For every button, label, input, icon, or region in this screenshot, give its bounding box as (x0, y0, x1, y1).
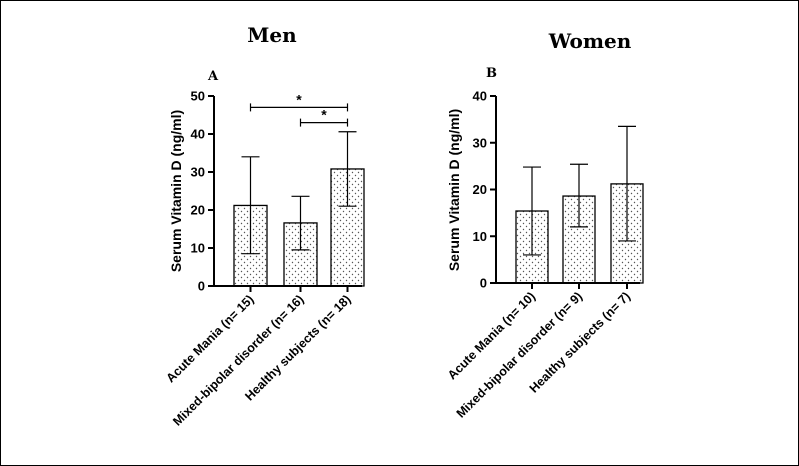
chart-b-ytick-label: 40 (473, 89, 487, 104)
chart-a-title: Men (247, 23, 297, 47)
chart-b-title: Women (548, 29, 632, 53)
chart-a-ytick-label: 50 (191, 89, 205, 104)
chart-b-category-label: Acute Mania (n= 10) (445, 289, 538, 382)
chart-b-panel-label: B (486, 66, 497, 81)
chart-b-ytick-label: 30 (473, 135, 487, 150)
chart-a-significance-star: * (296, 91, 302, 107)
chart-a-category-label: Acute Mania (n= 15) (163, 292, 256, 385)
chart-a-ytick-label: 20 (191, 203, 205, 218)
chart-a-ytick-label: 10 (191, 241, 205, 256)
chart-b-ytick-label: 20 (473, 182, 487, 197)
chart-b-category-label: Healthy subjects (n= 7) (527, 289, 633, 395)
chart-a-ytick-label: 30 (191, 165, 205, 180)
chart-a-significance-star: * (321, 107, 327, 123)
chart-a-ylabel: Serum Vitamin D (ng/ml) (168, 110, 184, 272)
chart-a-ytick-label: 40 (191, 127, 205, 142)
chart-a-ytick-label: 0 (198, 279, 205, 294)
chart-b-ytick-label: 0 (480, 276, 487, 291)
chart-b-ytick-label: 10 (473, 229, 487, 244)
chart-b-ylabel: Serum Vitamin D (ng/ml) (446, 109, 462, 271)
chart-a-panel-label: A (207, 69, 219, 84)
